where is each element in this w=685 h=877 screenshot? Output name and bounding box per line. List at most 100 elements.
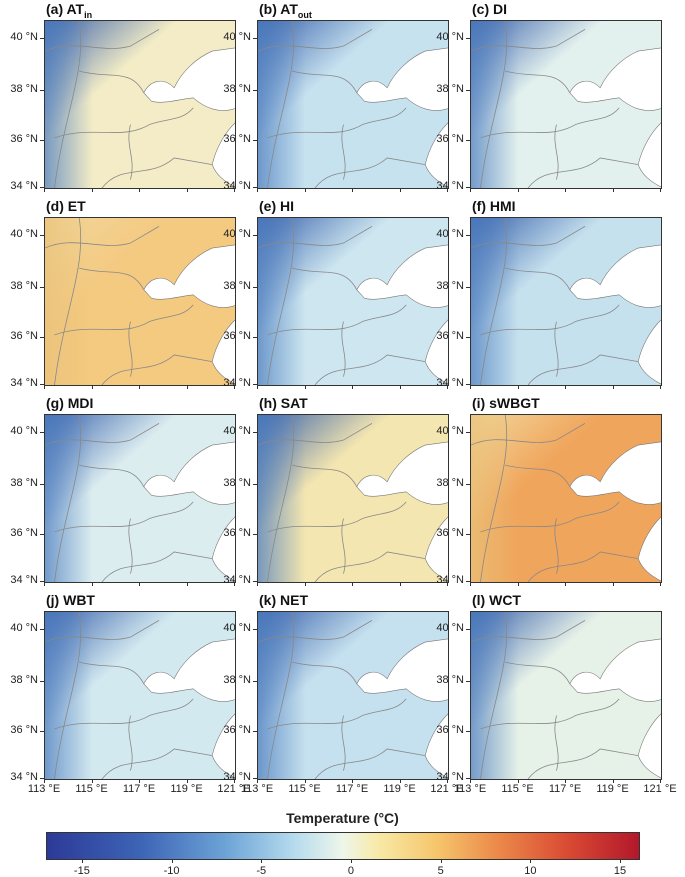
colorbar-title: Temperature (°C) [286,810,399,826]
lat-tick-label: 38 °N [436,280,464,293]
lon-tickmark [44,385,45,389]
province-boundary [267,698,407,730]
lat-tickmark [253,731,257,733]
colorbar-tick-label: -5 [256,865,267,877]
lat-tick-label: 36 °N [223,133,251,146]
yellow-sea [637,713,661,779]
panel-letter: (a) [46,1,67,17]
province-boundary [258,29,373,52]
province-boundary [267,612,295,779]
lon-tickmark [186,385,188,389]
bohai-sea [143,244,235,308]
lat-tick-label: 40 °N [223,31,251,44]
lon-tickmark [257,582,258,586]
map-panel [44,414,236,583]
lon-tickmark [565,779,566,783]
colorbar-tickmark [620,859,622,863]
lat-tickmark [253,629,257,631]
lat-tickmark [40,581,44,582]
panel-title: (k) NET [259,592,308,608]
lon-tickmark [91,779,93,783]
province-boundary [471,226,586,249]
yellow-sea [424,516,448,582]
lat-tick-label: 34 °N [436,574,464,586]
lon-tickmark [304,188,306,192]
province-boundary [292,267,358,290]
lat-tickmark [40,140,44,142]
province-boundary [480,304,620,336]
lon-tickmark [612,385,614,389]
lon-tickmark [139,582,140,586]
panel-index-name: sWBGT [489,395,540,411]
panel-title: (a) ATin [46,1,92,20]
lon-tickmark [257,188,258,192]
lon-tickmark [352,385,353,389]
province-boundary [101,157,213,188]
lon-tickmark [304,779,306,783]
province-boundary [341,715,346,771]
panel-title: (e) HI [259,198,294,214]
temperature-field [45,415,235,582]
map-panel [470,20,662,189]
panel-letter: (c) [472,1,493,17]
bohai-sea [356,244,448,308]
temperature-field [471,612,661,779]
lat-tick-label: 38 °N [10,674,38,687]
colorbar-tick-label: 10 [524,865,537,877]
province-boundary [128,518,133,574]
lat-tickmark [40,681,44,683]
lat-tickmark [253,287,257,289]
province-boundary [292,70,358,93]
province-boundary [258,620,373,643]
yellow-sea [424,319,448,385]
temperature-field [471,21,661,188]
lon-tick-label: 117 °E [335,783,369,795]
lat-tick-label: 38 °N [223,280,251,293]
panel-index-name: ET [67,198,86,214]
panel-letter: (b) [259,1,281,17]
lon-tickmark [352,582,353,586]
province-boundary [341,321,346,377]
colorbar-tickmark [350,859,352,863]
lat-tickmark [466,581,470,582]
lon-tickmark [660,385,661,389]
province-boundary [258,423,373,446]
lat-tick-label: 40 °N [10,31,38,44]
lat-tickmark [466,484,470,486]
province-boundary [527,551,639,582]
lat-tick-label: 38 °N [10,477,38,490]
lon-tickmark [517,385,519,389]
bohai-sea [356,441,448,505]
province-boundary [480,218,508,385]
colorbar-tickmark [171,859,173,863]
panel-letter: (g) [46,395,68,411]
lat-tickmark [40,187,44,188]
province-boundary [54,218,82,385]
lat-tickmark [466,432,470,434]
colorbar-tickmark [530,859,532,863]
lon-tickmark [44,582,45,586]
yellow-sea [211,713,235,779]
map-panel [257,217,449,386]
panel-index-name: AT [66,1,85,17]
temperature-field [258,218,448,385]
panel-title: (c) DI [472,1,507,17]
panel-index-name: WBT [63,592,95,608]
lat-tick-label: 40 °N [436,622,464,635]
bohai-sea [143,638,235,702]
lat-tick-label: 34 °N [223,377,251,389]
colorbar-tickmark [261,859,263,863]
province-boundary [79,661,145,684]
lat-tickmark [40,731,44,733]
yellow-sea [424,713,448,779]
lon-tickmark [186,582,188,586]
lon-tickmark [186,779,188,783]
lat-tick-label: 40 °N [436,425,464,438]
temperature-field [258,415,448,582]
colorbar-tickmark [440,859,442,863]
province-boundary [128,124,133,180]
map-panel [257,20,449,189]
colorbar-tick-label: -10 [163,865,180,877]
yellow-sea [637,516,661,582]
colorbar-tick-label: 15 [613,865,627,877]
